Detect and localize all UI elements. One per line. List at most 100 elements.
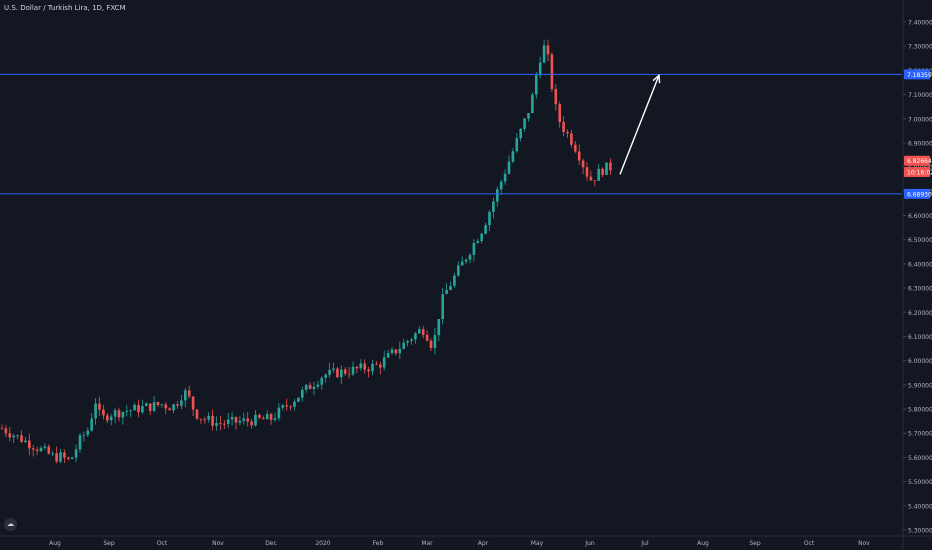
candle-body [328,369,331,375]
candle-body [4,428,8,434]
candle-body [476,241,480,243]
x-tick-label: Nov [212,540,224,547]
candle-body [145,403,148,407]
trend-arrow-line[interactable] [619,74,660,175]
candle-body [281,405,285,408]
candle-body [180,400,183,406]
y-tick-label: 7.40000 [908,20,932,27]
candle-body [258,414,261,418]
price-label-box [904,155,930,166]
candle-body [347,373,351,375]
candle-body [363,363,366,370]
candle-body [164,404,168,409]
candle-body [219,423,222,424]
candle-body [265,414,269,420]
candle-body [460,261,464,266]
candle-body [429,340,433,348]
candle-body [203,419,207,421]
candle-body [394,349,398,354]
candle-body [464,259,468,262]
x-tick-label: Sep [103,540,115,547]
y-tick-label: 6.00000 [908,358,932,365]
y-tick-label: 5.60000 [908,455,932,462]
y-tick-label: 6.30000 [908,286,932,293]
candle-body [211,415,214,426]
candle-body [67,457,70,459]
candle-body [574,144,577,152]
candle-body [425,335,429,341]
candle-body [234,416,238,423]
candle-body [289,406,292,408]
candle-body [70,457,74,459]
y-tick-label: 6.40000 [908,261,932,268]
candle-body [59,452,62,462]
y-tick-label: 5.70000 [908,431,932,438]
x-tick-label: Dec [265,540,277,547]
candle-body [109,416,113,421]
candle-body [480,233,483,242]
candle-body [285,405,288,407]
candle-body [379,364,382,368]
price-label-timer: 10:16:02 [907,169,932,176]
candle-body [187,390,191,397]
candle-body [453,275,456,286]
candle-body [148,403,152,411]
x-tick-label: Aug [697,540,709,547]
candle-body [223,423,226,425]
candle-body [581,160,585,168]
candle-body [250,421,253,426]
candle-body [191,396,195,410]
candle-body [593,180,597,182]
candle-body [94,403,97,419]
candle-body [566,131,569,134]
candle-body [542,45,546,63]
candle-body [441,293,444,320]
x-tick-label: Apr [478,540,489,547]
candle-body [129,410,132,412]
candle-body [437,319,441,336]
candle-body [511,151,515,162]
candle-body [445,289,448,294]
y-tick-label: 7.00000 [908,116,932,123]
candle-body [47,446,51,454]
candle-body [39,447,43,452]
candle-body [195,409,199,419]
tradingview-logo-icon: ☁ [4,518,17,531]
candle-body [585,167,589,177]
candle-body [137,404,140,413]
candle-body [355,366,359,369]
candle-body [304,384,308,390]
candle-body [24,440,27,442]
candle-body [12,435,15,438]
candle-body [238,420,242,423]
candle-body [273,418,277,420]
x-tick-label: May [531,540,544,547]
candle-body [28,440,31,449]
y-tick-label: 7.10000 [908,92,932,99]
x-tick-label: Oct [157,540,168,547]
candle-body [156,402,160,406]
candle-body [133,404,136,411]
candle-body [499,181,503,190]
candle-body [277,407,281,419]
candle-body [63,452,66,458]
candle-body [535,75,538,95]
y-tick-label: 6.10000 [908,334,932,341]
candle-body [343,369,347,374]
candle-body [320,377,324,385]
candle-body [246,418,249,422]
candle-body [43,446,47,448]
candle-body [492,201,495,212]
candle-body [336,368,339,378]
candle-body [324,374,327,378]
candle-body [386,353,390,358]
candle-body [402,342,405,349]
candle-body [269,414,273,420]
y-tick-label: 6.50000 [908,237,932,244]
x-tick-label: 2020 [315,540,330,547]
candle-body [117,410,121,418]
candle-body [351,366,355,375]
candle-body [254,414,257,426]
candle-body [184,390,187,401]
